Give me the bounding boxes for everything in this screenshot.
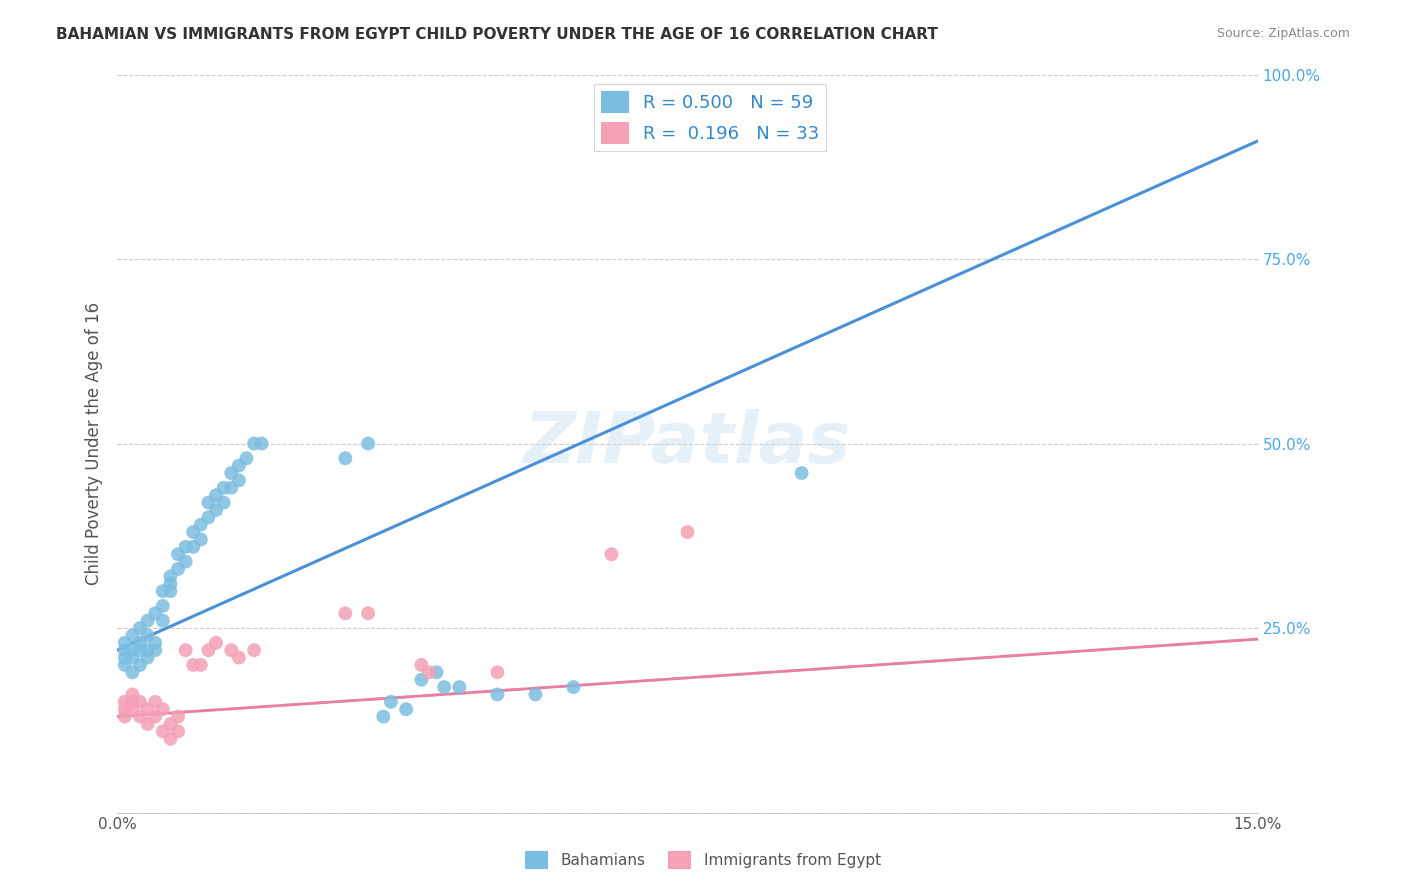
Point [243,643,266,657]
Point [174,555,197,569]
Point [235,451,257,466]
Point [143,643,166,657]
Point [486,665,509,680]
Point [152,584,174,599]
Point [335,451,357,466]
Point [159,569,181,583]
Point [129,643,152,657]
Legend: Bahamians, Immigrants from Egypt: Bahamians, Immigrants from Egypt [519,845,887,875]
Point [228,650,250,665]
Point [205,503,228,517]
Point [129,621,152,635]
Text: ZIPatlas: ZIPatlas [524,409,851,478]
Point [152,614,174,628]
Point [335,607,357,621]
Text: Source: ZipAtlas.com: Source: ZipAtlas.com [1216,27,1350,40]
Point [129,695,152,709]
Point [205,636,228,650]
Point [114,643,136,657]
Point [212,495,235,509]
Point [121,665,143,680]
Point [129,657,152,672]
Point [159,731,181,746]
Point [411,657,433,672]
Point [143,695,166,709]
Point [395,702,418,716]
Point [418,665,440,680]
Point [205,488,228,502]
Point [129,709,152,723]
Legend: R = 0.500   N = 59, R =  0.196   N = 33: R = 0.500 N = 59, R = 0.196 N = 33 [595,84,827,151]
Point [167,724,190,739]
Point [143,636,166,650]
Point [136,614,159,628]
Point [228,474,250,488]
Point [143,607,166,621]
Text: BAHAMIAN VS IMMIGRANTS FROM EGYPT CHILD POVERTY UNDER THE AGE OF 16 CORRELATION : BAHAMIAN VS IMMIGRANTS FROM EGYPT CHILD … [56,27,938,42]
Point [174,643,197,657]
Point [114,636,136,650]
Point [167,547,190,561]
Point [181,540,204,554]
Point [243,436,266,450]
Point [159,584,181,599]
Point [114,650,136,665]
Point [197,510,219,524]
Point [159,576,181,591]
Point [129,636,152,650]
Point [219,481,242,495]
Point [152,599,174,613]
Point [426,665,449,680]
Point [433,680,456,694]
Point [121,702,143,716]
Point [357,607,380,621]
Point [411,673,433,687]
Point [114,709,136,723]
Point [114,657,136,672]
Point [121,643,143,657]
Point [114,695,136,709]
Point [228,458,250,473]
Point [197,643,219,657]
Point [152,702,174,716]
Point [121,650,143,665]
Point [181,525,204,540]
Point [114,702,136,716]
Point [121,688,143,702]
Point [152,724,174,739]
Point [219,466,242,480]
Point [174,540,197,554]
Point [219,643,242,657]
Point [357,436,380,450]
Y-axis label: Child Poverty Under the Age of 16: Child Poverty Under the Age of 16 [86,302,103,585]
Point [136,650,159,665]
Point [136,628,159,642]
Point [449,680,471,694]
Point [524,688,547,702]
Point [486,688,509,702]
Point [121,628,143,642]
Point [562,680,585,694]
Point [373,709,395,723]
Point [136,643,159,657]
Point [790,466,813,480]
Point [250,436,273,450]
Point [190,657,212,672]
Point [143,709,166,723]
Point [212,481,235,495]
Point [121,695,143,709]
Point [190,517,212,532]
Point [380,695,402,709]
Point [167,562,190,576]
Point [159,717,181,731]
Point [181,657,204,672]
Point [600,547,623,561]
Point [136,702,159,716]
Point [167,709,190,723]
Point [190,533,212,547]
Point [676,525,699,540]
Point [197,495,219,509]
Point [136,717,159,731]
